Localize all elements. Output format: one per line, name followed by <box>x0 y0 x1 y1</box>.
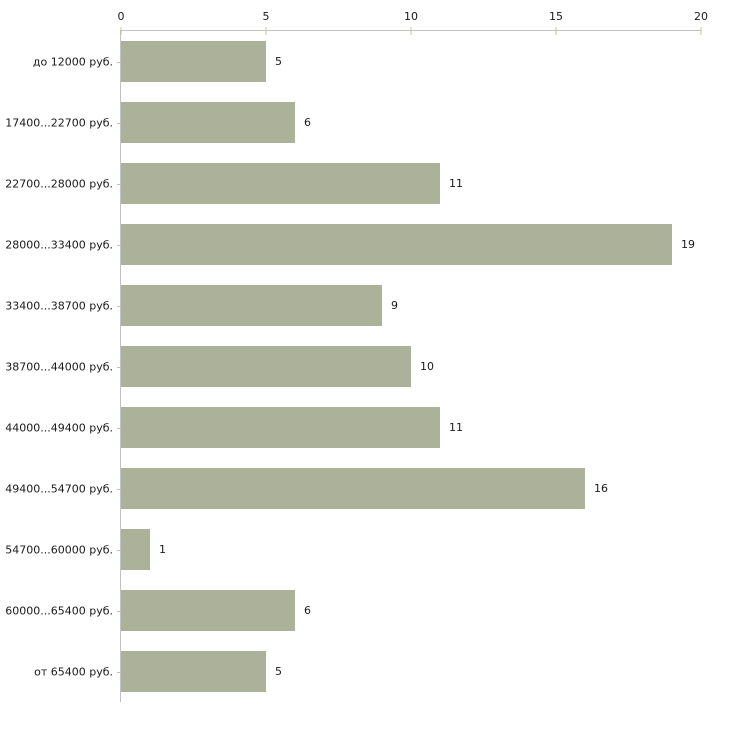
x-axis-tick-label: 15 <box>549 10 563 23</box>
category-tick <box>117 366 121 368</box>
bar-row: 54700...60000 руб. 1 <box>5 519 701 580</box>
category-label: 22700...28000 руб. <box>5 177 113 190</box>
bar-row: 38700...44000 руб. 10 <box>5 336 701 397</box>
bar-row: до 12000 руб. 5 <box>33 31 701 92</box>
x-axis-tick-label: 5 <box>262 10 270 23</box>
bar <box>121 285 382 326</box>
x-axis-tick <box>410 27 412 35</box>
bar <box>121 41 266 82</box>
category-tick <box>117 610 121 612</box>
bar-row: от 65400 руб. 5 <box>34 641 701 702</box>
bar <box>121 407 440 448</box>
category-label: 33400...38700 руб. <box>5 299 113 312</box>
x-axis-tick-label: 20 <box>694 10 708 23</box>
bar-row: 33400...38700 руб. 9 <box>5 275 701 336</box>
x-axis-tick <box>700 27 702 35</box>
value-label: 11 <box>449 421 463 434</box>
category-label: до 12000 руб. <box>32 55 113 68</box>
value-label: 10 <box>420 360 434 373</box>
bar-row: 44000...49400 руб. 11 <box>5 397 701 458</box>
category-label: 17400...22700 руб. <box>5 116 113 129</box>
bar <box>121 529 150 570</box>
category-tick <box>117 122 121 124</box>
category-tick <box>117 244 121 246</box>
plot-area: 0 5 10 15 20 до 12000 руб. 5 17400...22700 руб.… <box>5 10 708 702</box>
bar <box>121 163 440 204</box>
value-label: 6 <box>304 116 311 129</box>
category-label: 54700...60000 руб. <box>5 543 113 556</box>
category-tick <box>117 61 121 63</box>
x-axis-tick <box>120 27 122 35</box>
category-tick <box>117 305 121 307</box>
x-axis-tick <box>265 27 267 35</box>
category-tick <box>117 671 121 673</box>
bar <box>121 102 295 143</box>
bar-row: 60000...65400 руб. 6 <box>5 580 701 641</box>
value-label: 11 <box>449 177 463 190</box>
category-tick <box>117 427 121 429</box>
category-tick <box>117 183 121 185</box>
bar <box>121 651 266 692</box>
bar <box>121 590 295 631</box>
x-axis-tick <box>555 27 557 35</box>
category-label: от 65400 руб. <box>34 665 113 678</box>
value-label: 5 <box>275 55 282 68</box>
category-label: 49400...54700 руб. <box>5 482 113 495</box>
value-label: 19 <box>681 238 695 251</box>
category-label: 38700...44000 руб. <box>5 360 113 373</box>
bar-row: 28000...33400 руб. 19 <box>5 214 701 275</box>
value-label: 9 <box>391 299 398 312</box>
bar-row: 22700...28000 руб. 11 <box>5 153 701 214</box>
value-label: 16 <box>594 482 608 495</box>
bar <box>121 346 411 387</box>
category-label: 60000...65400 руб. <box>5 604 113 617</box>
value-label: 1 <box>159 543 166 556</box>
bar <box>121 468 585 509</box>
x-axis-tick-label: 0 <box>117 10 125 23</box>
x-axis-tick-label: 10 <box>404 10 418 23</box>
bar-row: 49400...54700 руб. 16 <box>5 458 701 519</box>
category-tick <box>117 488 121 490</box>
value-label: 5 <box>275 665 282 678</box>
bar <box>121 224 672 265</box>
category-tick <box>117 549 121 551</box>
category-label: 28000...33400 руб. <box>5 238 113 251</box>
value-label: 6 <box>304 604 311 617</box>
category-label: 44000...49400 руб. <box>5 421 113 434</box>
bar-row: 17400...22700 руб. 6 <box>5 92 701 153</box>
